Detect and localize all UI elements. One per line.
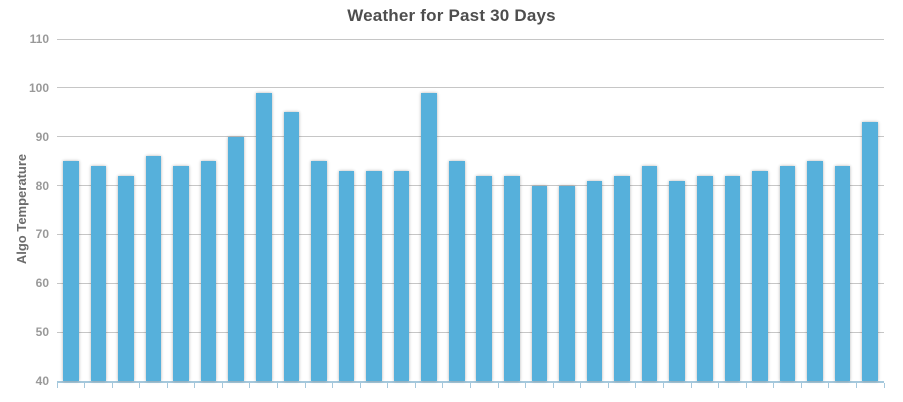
- gridline-90: [57, 136, 884, 138]
- bar-6: [200, 161, 217, 381]
- bar-4: [145, 156, 162, 381]
- chart-title: Weather for Past 30 Days: [347, 6, 556, 25]
- x-tick: [470, 383, 471, 388]
- bar-27: [779, 166, 796, 381]
- bar-5: [173, 166, 189, 381]
- x-tick: [552, 383, 554, 388]
- bar-15: [448, 161, 465, 381]
- x-tick: [580, 383, 582, 388]
- bar-11: [338, 170, 355, 381]
- bar-13: [393, 170, 410, 381]
- gridline-100: [57, 87, 884, 89]
- bar-7: [228, 136, 244, 381]
- x-tick: [359, 383, 361, 388]
- gridline-110: [57, 38, 884, 40]
- bar-1: [62, 161, 79, 381]
- x-tick: [249, 383, 251, 388]
- bar-24: [697, 175, 713, 381]
- gridline-60: [57, 282, 884, 284]
- x-tick: [56, 383, 58, 388]
- bar-20: [586, 180, 603, 381]
- bar-19: [559, 185, 575, 381]
- x-tick: [139, 383, 141, 388]
- y-tick-label-50: 50: [35, 325, 49, 340]
- x-tick: [828, 383, 830, 388]
- x-tick: [332, 383, 334, 388]
- x-axis-line: [57, 381, 884, 383]
- x-tick: [111, 383, 113, 388]
- bar-26: [752, 170, 768, 381]
- gridline-70: [57, 233, 884, 235]
- y-tick-label-90: 90: [35, 129, 49, 144]
- y-tick-label-80: 80: [35, 178, 49, 193]
- bar-12: [366, 170, 382, 381]
- x-tick: [221, 383, 223, 388]
- x-tick: [525, 383, 527, 388]
- x-tick: [84, 383, 86, 388]
- bar-16: [476, 175, 493, 381]
- y-tick-label-100: 100: [28, 80, 49, 95]
- x-tick: [718, 383, 720, 388]
- bar-18: [531, 185, 548, 381]
- bar-29: [834, 166, 851, 381]
- bar-2: [90, 166, 107, 381]
- x-tick: [277, 383, 279, 388]
- x-tick: [607, 383, 609, 388]
- plot-area: 40 50 60 70 80 90 100 110: [29, 32, 885, 388]
- x-tick: [690, 383, 692, 388]
- x-tick: [745, 383, 747, 388]
- gridline-50: [57, 331, 884, 333]
- x-tick: [387, 383, 389, 388]
- bar-22: [641, 166, 658, 381]
- x-tick: [414, 383, 416, 388]
- x-tick: [194, 383, 196, 388]
- y-tick-label-40: 40: [35, 374, 49, 388]
- y-tick-label-60: 60: [35, 276, 49, 291]
- y-tick-label-70: 70: [35, 227, 49, 242]
- bar-28: [807, 161, 823, 381]
- x-tick: [442, 383, 444, 388]
- bar-23: [669, 180, 686, 381]
- x-tick: [855, 383, 857, 388]
- y-axis-title-text: Algo Temperature: [14, 153, 29, 265]
- x-tick: [800, 383, 802, 388]
- bar-25: [724, 175, 741, 381]
- bar-9: [283, 112, 300, 381]
- x-tick: [497, 383, 499, 388]
- bar-10: [311, 161, 327, 381]
- bar-14: [421, 92, 437, 381]
- x-tick: [166, 383, 168, 388]
- bar-21: [614, 175, 630, 381]
- bar-17: [504, 175, 520, 381]
- x-tick: [635, 383, 637, 388]
- x-tick: [883, 383, 885, 388]
- x-tick: [773, 383, 775, 388]
- y-tick-label-110: 110: [29, 32, 49, 46]
- gridline-80: [57, 185, 884, 187]
- x-tick: [304, 383, 306, 388]
- x-tick: [662, 383, 664, 388]
- bar-30: [862, 122, 878, 381]
- bar-8: [255, 92, 272, 381]
- bar-3: [118, 175, 134, 381]
